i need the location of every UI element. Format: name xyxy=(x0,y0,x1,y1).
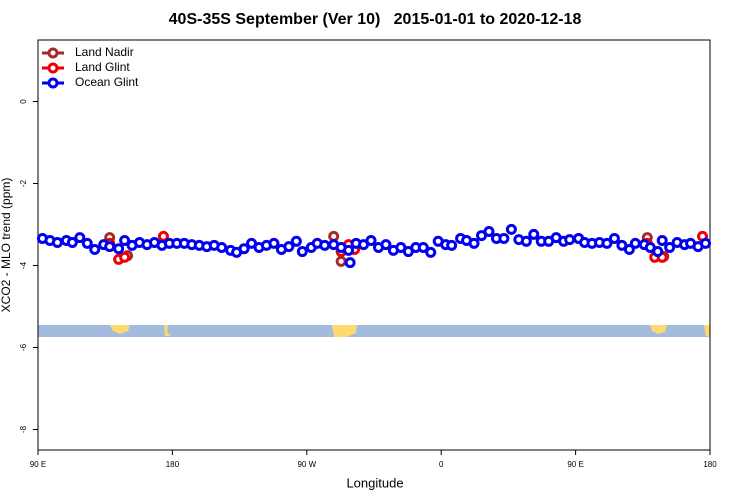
x-tick-label: 180 xyxy=(166,460,180,469)
land xyxy=(164,325,171,336)
point xyxy=(623,244,635,256)
point xyxy=(417,241,429,253)
point xyxy=(119,234,131,246)
legend-label: Land Nadir xyxy=(75,45,134,59)
point xyxy=(528,228,540,240)
point xyxy=(283,241,295,253)
legend-label: Ocean Glint xyxy=(75,75,139,89)
point xyxy=(74,232,86,244)
land xyxy=(110,325,130,334)
point xyxy=(119,251,131,263)
point xyxy=(629,237,641,249)
x-tick-label: 90 E xyxy=(30,460,46,469)
point xyxy=(66,237,78,249)
point xyxy=(344,257,356,269)
point xyxy=(564,234,576,246)
legend-label: Land Glint xyxy=(75,60,130,74)
x-tick-label: 0 xyxy=(439,460,444,469)
y-tick-label: -8 xyxy=(19,425,28,433)
point xyxy=(601,237,613,249)
land xyxy=(650,325,667,334)
point xyxy=(238,243,250,255)
ocean-strip xyxy=(38,325,710,337)
x-tick-label: 180 xyxy=(703,460,717,469)
point xyxy=(700,237,712,249)
point xyxy=(343,244,355,256)
point xyxy=(365,234,377,246)
point xyxy=(505,223,517,235)
point xyxy=(446,239,458,251)
land xyxy=(332,325,357,337)
point xyxy=(468,237,480,249)
point xyxy=(498,232,510,244)
x-axis-label: Longitude xyxy=(346,475,403,490)
point xyxy=(319,239,331,251)
point xyxy=(483,225,495,237)
point xyxy=(216,241,228,253)
point xyxy=(296,246,308,258)
point xyxy=(652,246,664,258)
legend-marker xyxy=(47,47,59,59)
point xyxy=(290,235,302,247)
land xyxy=(704,325,710,337)
y-axis-label: XCO2 - MLO trend (ppm) xyxy=(0,178,13,313)
y-tick-label: 0 xyxy=(19,99,28,104)
point xyxy=(89,244,101,256)
y-tick-label: -6 xyxy=(19,343,28,351)
y-tick-label: -2 xyxy=(19,179,28,187)
series xyxy=(36,223,712,269)
point xyxy=(425,246,437,258)
legend-marker xyxy=(47,62,59,74)
point xyxy=(608,232,620,244)
point xyxy=(81,237,93,249)
legend-marker xyxy=(47,77,59,89)
map-strip xyxy=(38,325,710,337)
point xyxy=(268,237,280,249)
point xyxy=(664,241,676,253)
point xyxy=(335,255,347,267)
x-tick-label: 90 W xyxy=(297,460,316,469)
chart-title: 40S-35S September (Ver 10) 2015-01-01 to… xyxy=(169,11,582,28)
point xyxy=(656,234,668,246)
point xyxy=(113,243,125,255)
x-tick-label: 90 E xyxy=(567,460,583,469)
point xyxy=(104,241,116,253)
point xyxy=(380,239,392,251)
point xyxy=(520,235,532,247)
point xyxy=(51,237,63,249)
y-tick-label: -4 xyxy=(19,261,28,269)
